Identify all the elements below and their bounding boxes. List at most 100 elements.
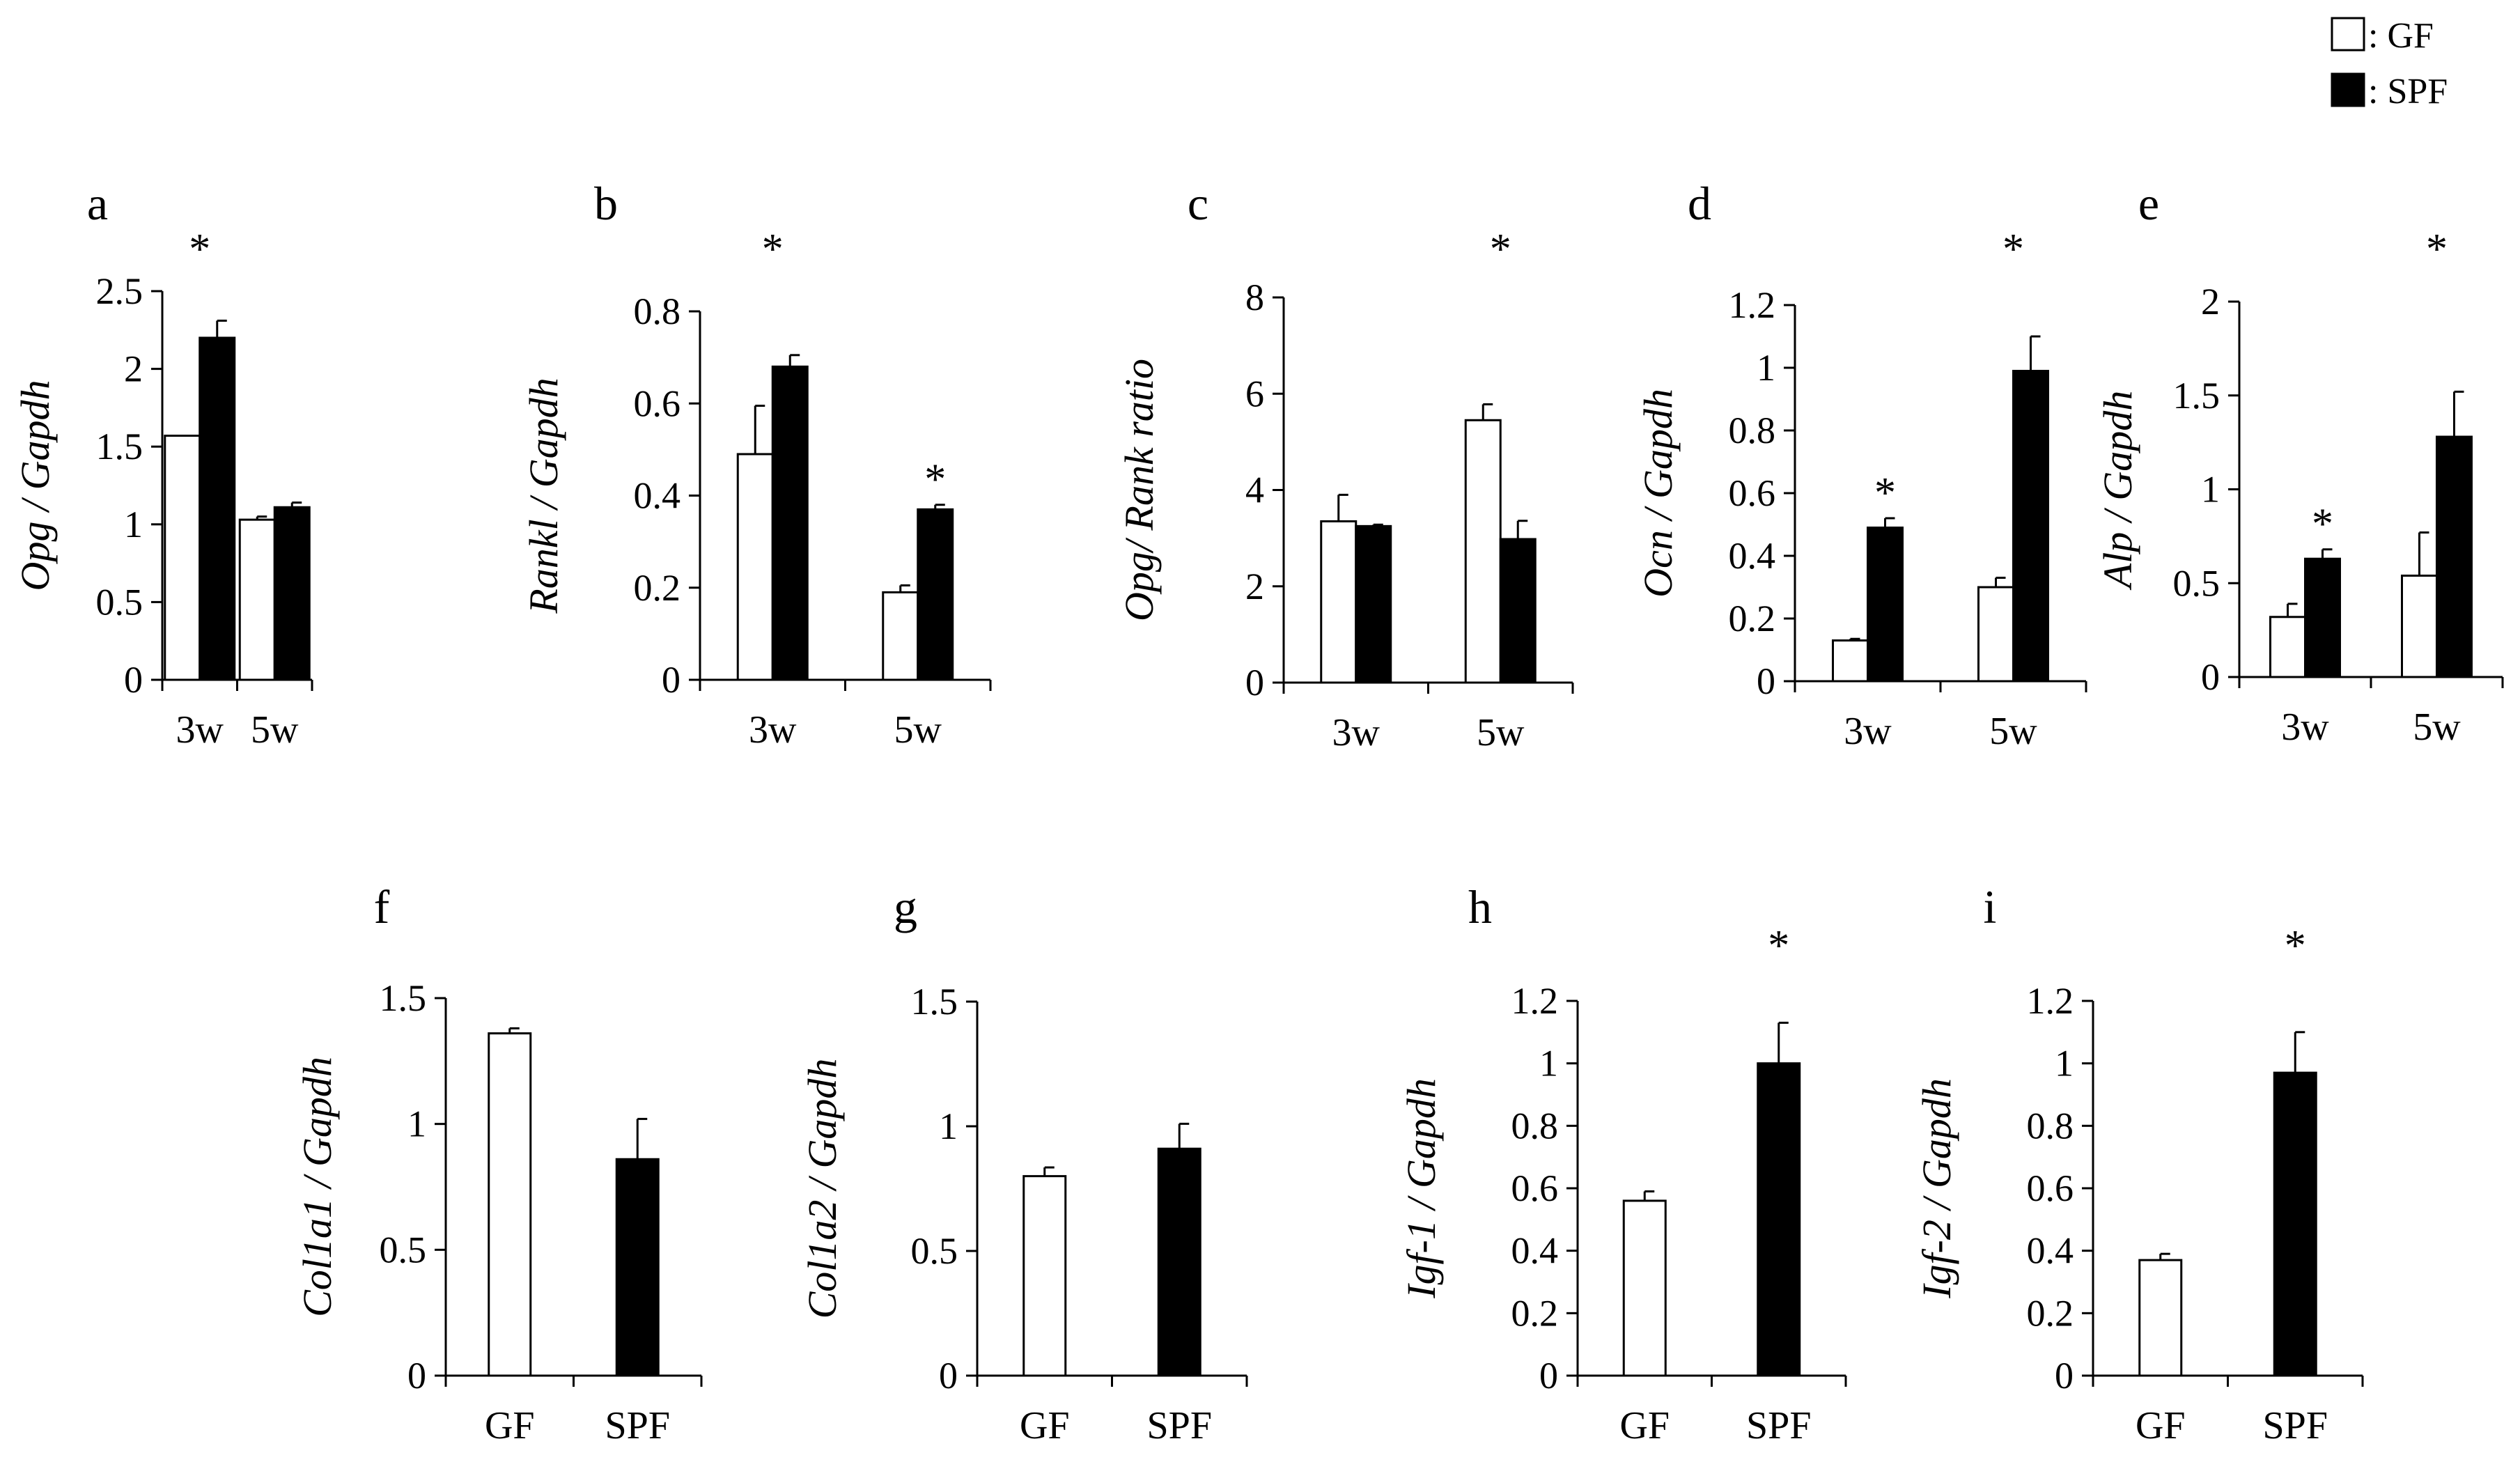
y-tick-label-c: 0 — [1245, 662, 1264, 703]
y-tick-label-c: 4 — [1245, 469, 1264, 511]
y-tick-label-h: 0.4 — [1511, 1230, 1559, 1272]
panel-b: b Rankl / Gapdh 0 0.2 0.4 0.6 0.8 3w 5w * * — [521, 177, 992, 752]
category-label-b: 3w — [749, 708, 797, 752]
significance-marker-e: * — [2426, 226, 2448, 273]
y-axis-title-gene-a: Opg — [13, 522, 58, 591]
panel-letter-a: a — [87, 177, 108, 230]
panel-a: a Opg / Gapdh 0 0.5 1 1.5 2 2.5 3w 5w * — [13, 177, 313, 752]
category-label-b: 5w — [894, 708, 942, 752]
bar-b-3w-spf — [771, 365, 809, 681]
panel-letter-f: f — [374, 880, 390, 933]
y-axis-title-rest-d: / Gapdh — [1635, 389, 1681, 530]
bar-a-3w-gf — [164, 435, 201, 681]
y-axis-title-gene-g: Col1a2 — [800, 1200, 845, 1319]
y-axis-title-gene-i: Igf-2 — [1914, 1220, 1959, 1299]
category-label-c: 5w — [1477, 711, 1525, 754]
y-axis-title-rest-c: / Rank ratio — [1117, 359, 1162, 554]
panels: a Opg / Gapdh 0 0.5 1 1.5 2 2.5 3w 5w * b Rankl / Ga… — [13, 177, 2504, 1447]
y-axis-title-e: Alp / Gapdh — [2095, 391, 2140, 591]
significance-marker-d: * — [2002, 226, 2024, 273]
legend-label-spf: : SPF — [2368, 72, 2448, 111]
y-tick-label-i: 0 — [2055, 1355, 2074, 1397]
category-label-h: GF — [1619, 1404, 1670, 1447]
panel-letter-h: h — [1468, 880, 1492, 933]
category-label-e: 5w — [2413, 706, 2461, 749]
y-tick-label-h: 0.6 — [1511, 1167, 1559, 1209]
y-tick-label-c: 2 — [1245, 566, 1264, 607]
y-tick-label-e: 1 — [2201, 469, 2220, 511]
significance-marker-i: * — [2285, 922, 2306, 970]
y-tick-label-b: 0.4 — [634, 475, 681, 517]
y-tick-label-a: 1 — [124, 504, 143, 545]
bar-h-gf — [1622, 1199, 1667, 1377]
y-axis-title-g: Col1a2 / Gapdh — [800, 1059, 845, 1319]
y-axis-title-gene-f: Col1a1 — [295, 1198, 340, 1317]
y-tick-label-a: 2 — [124, 348, 143, 390]
y-tick-label-e: 0.5 — [2173, 562, 2220, 604]
bar-d-5w-gf — [1977, 586, 2014, 683]
y-axis-title-rest-b: / Gapdh — [521, 378, 566, 519]
y-axis-title-gene-e: Alp — [2095, 532, 2140, 591]
bar-g-gf — [1022, 1175, 1067, 1377]
bar-e-3w-spf — [2304, 557, 2341, 678]
category-label-a: 3w — [176, 708, 224, 752]
category-label-i: GF — [2136, 1404, 2186, 1447]
y-tick-label-e: 1.5 — [2173, 375, 2220, 417]
y-axis-title-b: Rankl / Gapdh — [521, 378, 566, 614]
legend-label-gf: : GF — [2368, 16, 2434, 56]
category-label-a: 5w — [251, 708, 299, 752]
bar-g-spf — [1157, 1147, 1201, 1377]
y-tick-label-b: 0.2 — [634, 567, 681, 609]
legend-swatch-spf — [2331, 72, 2365, 107]
y-tick-label-a: 0 — [124, 659, 143, 701]
bar-d-3w-gf — [1832, 639, 1869, 683]
y-axis-title-gene-b: Rankl — [521, 519, 566, 614]
y-tick-label-i: 1 — [2055, 1043, 2074, 1084]
y-tick-label-h: 0.2 — [1511, 1292, 1559, 1334]
bar-a-5w-spf — [273, 506, 311, 681]
y-tick-label-f: 1 — [407, 1103, 426, 1145]
y-axis-title-a: Opg / Gapdh — [13, 380, 58, 591]
panel-letter-c: c — [1188, 177, 1208, 230]
y-axis-title-gene-c: Opg — [1117, 552, 1162, 621]
legend: : GF : SPF — [2331, 16, 2448, 111]
y-tick-label-f: 0.5 — [380, 1229, 427, 1270]
y-axis-title-rest-e: / Gapdh — [2095, 391, 2140, 532]
significance-marker-a: * — [189, 226, 210, 273]
y-tick-label-h: 1 — [1539, 1043, 1558, 1084]
category-label-g: SPF — [1147, 1404, 1212, 1447]
y-axis-title-f: Col1a1 / Gapdh — [295, 1057, 340, 1317]
y-tick-label-i: 0.6 — [2027, 1167, 2074, 1209]
y-tick-label-f: 0 — [407, 1355, 426, 1397]
bar-d-3w-spf — [1867, 527, 1904, 683]
y-tick-label-a: 2.5 — [96, 270, 143, 312]
bar-c-3w-gf — [1320, 520, 1358, 684]
significance-marker-h: * — [1768, 922, 1789, 970]
panel-e: e Alp / Gapdh 0 0.5 1 1.5 2 3w 5w * * — [2095, 177, 2504, 749]
bar-f-gf — [488, 1032, 532, 1377]
y-tick-label-g: 0 — [939, 1355, 958, 1397]
y-tick-label-e: 2 — [2201, 281, 2220, 322]
bar-b-5w-gf — [882, 591, 919, 681]
bar-e-5w-spf — [2436, 435, 2473, 678]
bar-f-spf — [615, 1158, 660, 1377]
panel-letter-i: i — [1984, 880, 1997, 933]
panel-letter-d: d — [1688, 177, 1711, 230]
y-axis-title-rest-f: / Gapdh — [295, 1057, 340, 1198]
y-tick-label-b: 0 — [662, 659, 680, 701]
category-label-d: 3w — [1844, 710, 1892, 753]
bar-c-5w-gf — [1464, 419, 1502, 684]
y-axis-title-i: Igf-2 / Gapdh — [1914, 1078, 1959, 1299]
y-tick-label-i: 1.2 — [2027, 980, 2074, 1022]
panel-i: i Igf-2 / Gapdh 0 0.2 0.4 0.6 0.8 1 1.2 GF SPF * — [1914, 880, 2364, 1447]
significance-marker-e: * — [2312, 501, 2333, 548]
category-label-f: SPF — [605, 1404, 670, 1447]
y-tick-label-g: 0.5 — [911, 1230, 958, 1272]
y-tick-label-d: 1.2 — [1729, 284, 1776, 326]
significance-marker-c: * — [1490, 226, 1511, 273]
panel-f: f Col1a1 / Gapdh 0 0.5 1 1.5 GF SPF — [295, 880, 703, 1447]
y-tick-label-i: 0.4 — [2027, 1230, 2074, 1272]
panel-d: d Ocn / Gapdh 0 0.2 0.4 0.6 0.8 1 1.2 3w 5w * * — [1635, 177, 2087, 753]
